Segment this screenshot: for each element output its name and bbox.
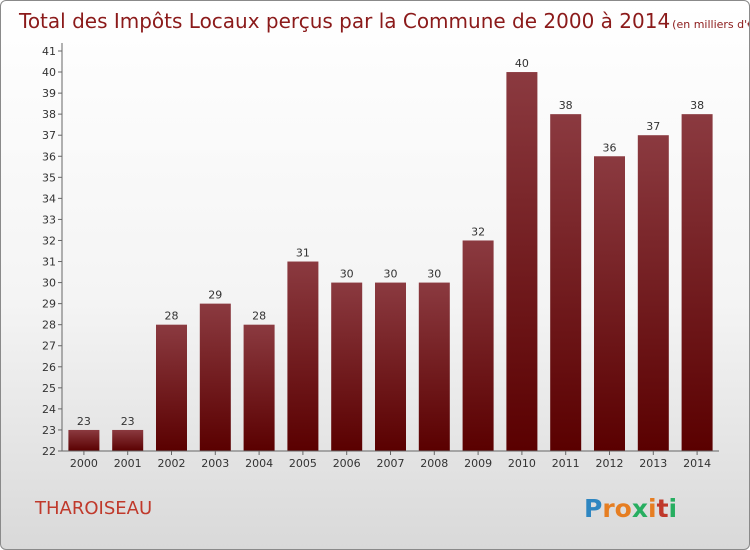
bar-2005: [287, 261, 319, 451]
x-tick-label-2009: 2009: [464, 457, 492, 470]
y-tick-label: 41: [42, 45, 56, 58]
x-tick-label-2008: 2008: [420, 457, 448, 470]
data-label-2013: 37: [646, 120, 660, 133]
data-label-2007: 30: [384, 268, 398, 281]
y-tick-label: 22: [42, 445, 56, 458]
bar-2000: [68, 429, 100, 451]
y-tick-label: 24: [42, 403, 56, 416]
x-tick-label-2003: 2003: [201, 457, 229, 470]
x-tick-label-2000: 2000: [70, 457, 98, 470]
x-tick-label-2012: 2012: [596, 457, 624, 470]
bar-2001: [112, 429, 144, 451]
y-tick-label: 23: [42, 424, 56, 437]
logo-letter: i: [648, 494, 657, 523]
logo-letter: t: [657, 494, 669, 523]
data-label-2010: 40: [515, 57, 529, 70]
y-tick-label: 35: [42, 171, 56, 184]
x-tick-label-2014: 2014: [683, 457, 711, 470]
y-tick-label: 39: [42, 87, 56, 100]
logo-letter: x: [632, 494, 648, 523]
y-tick-label: 28: [42, 319, 56, 332]
y-axis: 22 23 24 25 26 27 28 29 30 31 32 33 34 35 36 37 38 39 40 41: [42, 43, 63, 458]
bars: 23 23 28 29 28 31 30 30 30 32 40 38 36 37 38: [68, 57, 713, 452]
data-label-2001: 23: [121, 415, 135, 428]
bar-2012: [594, 156, 625, 451]
data-label-2009: 32: [471, 225, 485, 238]
chart-title: Total des Impôts Locaux perçus par la Co…: [18, 9, 750, 33]
y-tick-label: 37: [42, 129, 56, 142]
chart-title-main: Total des Impôts Locaux perçus par la Co…: [18, 9, 670, 33]
bar-2007: [375, 282, 406, 451]
data-label-2006: 30: [340, 268, 354, 281]
bar-2006: [331, 282, 363, 451]
data-label-2002: 28: [165, 310, 179, 323]
y-tick-label: 38: [42, 108, 56, 121]
data-label-2012: 36: [603, 141, 617, 154]
bar-2004: [243, 324, 275, 451]
y-tick-label: 32: [42, 234, 56, 247]
bar-2013: [637, 135, 669, 452]
bar-2011: [550, 114, 582, 451]
data-label-2008: 30: [427, 268, 441, 281]
x-tick-label-2004: 2004: [245, 457, 273, 470]
y-tick-label: 27: [42, 340, 56, 353]
bar-2010: [506, 72, 538, 451]
x-tick-label-2011: 2011: [552, 457, 580, 470]
y-tick-label: 25: [42, 382, 56, 395]
x-tick-label-2005: 2005: [289, 457, 317, 470]
x-tick-label-2001: 2001: [114, 457, 142, 470]
x-tick-label-2013: 2013: [639, 457, 667, 470]
data-label-2004: 28: [252, 310, 266, 323]
data-label-2014: 38: [690, 99, 704, 112]
x-tick-label-2007: 2007: [377, 457, 405, 470]
bar-2009: [462, 240, 494, 451]
y-tick-label: 33: [42, 213, 56, 226]
commune-name: THAROISEAU: [34, 498, 152, 519]
bar-2014: [681, 114, 713, 451]
data-label-2003: 29: [208, 289, 222, 302]
y-tick-label: 31: [42, 256, 56, 269]
y-tick-label: 29: [42, 298, 56, 311]
bar-2003: [199, 303, 231, 451]
data-label-2005: 31: [296, 247, 310, 260]
y-tick-label: 30: [42, 277, 56, 290]
data-label-2000: 23: [77, 415, 91, 428]
logo-letter: o: [615, 494, 632, 523]
y-tick-label: 36: [42, 150, 56, 163]
proxiti-logo: Proxiti: [584, 494, 677, 523]
y-tick-label: 40: [42, 66, 56, 79]
x-tick-label-2010: 2010: [508, 457, 536, 470]
x-tick-label-2006: 2006: [333, 457, 361, 470]
y-tick-label: 34: [42, 192, 56, 205]
logo-letter: P: [584, 494, 602, 523]
logo-letter: i: [669, 494, 678, 523]
logo-letter: r: [602, 494, 615, 523]
y-tick-label: 26: [42, 361, 56, 374]
bar-2008: [418, 282, 450, 451]
bar-2002: [156, 324, 187, 451]
data-label-2011: 38: [559, 99, 573, 112]
x-tick-label-2002: 2002: [158, 457, 186, 470]
x-axis: 2000 2001 2002 2003 2004 2005 2006 2007 2008 2009…: [62, 450, 719, 470]
chart-title-unit: (en milliers d'€): [672, 18, 750, 31]
